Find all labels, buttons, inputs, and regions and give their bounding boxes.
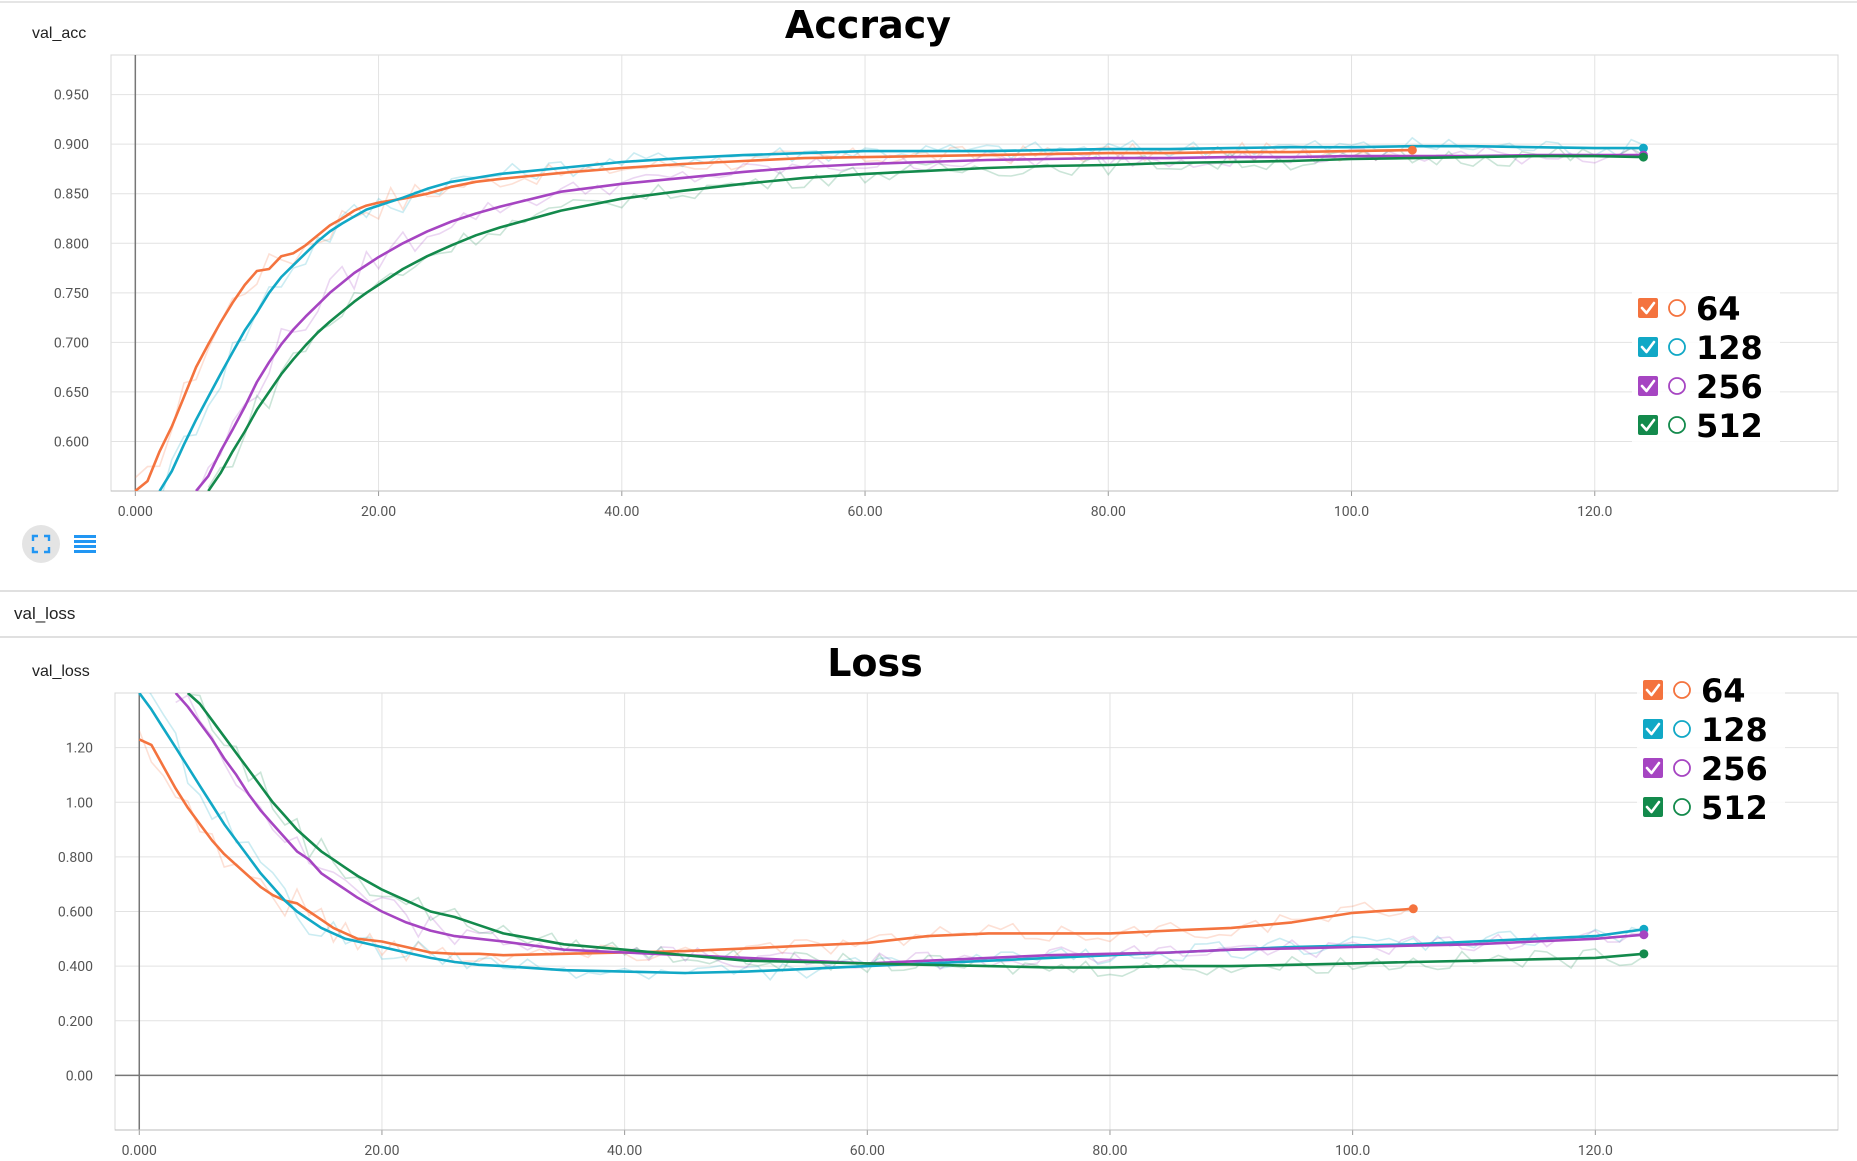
chart-title: Accracy [785,3,951,47]
raw-trace-128 [162,136,1644,491]
x-tick-label: 0.000 [118,504,153,520]
y-tick-label: 0.200 [58,1014,93,1030]
x-tick-label: 120.0 [1578,1143,1613,1159]
x-tick-label: 120.0 [1577,504,1612,520]
x-tick-label: 60.00 [850,1143,885,1159]
lines-menu-icon [74,535,96,553]
series-line-256[interactable] [174,693,1645,965]
x-tick-label: 100.0 [1335,1143,1370,1159]
chart-ylabel: val_acc [32,25,86,42]
raw-trace-512 [187,693,1645,978]
x-tick-label: 40.00 [604,504,639,520]
x-tick-label: 20.00 [364,1143,399,1159]
plot-area [134,136,1644,491]
checkbox-checked-icon[interactable] [1638,337,1658,357]
radio-circle-icon[interactable] [1668,416,1686,434]
radio-circle-icon[interactable] [1673,759,1691,777]
raw-trace-512 [207,146,1644,489]
y-tick-label: 0.00 [66,1068,93,1084]
checkbox-checked-icon[interactable] [1643,797,1663,817]
checkbox-checked-icon[interactable] [1638,415,1658,435]
legend-item-256[interactable]: 256 [1638,368,1763,406]
series-line-512[interactable] [186,693,1645,969]
y-tick-label: 0.400 [58,959,93,975]
y-tick-label: 0.600 [58,905,93,921]
legend-label: 64 [1696,290,1741,328]
y-tick-label: 0.950 [54,88,89,104]
checkbox-checked-icon[interactable] [1638,376,1658,396]
series-line-512[interactable] [207,154,1644,491]
chart-title: Loss [827,641,923,685]
radio-circle-icon[interactable] [1668,338,1686,356]
radio-circle-icon[interactable] [1673,798,1691,816]
lines-menu-button[interactable] [74,535,96,553]
radio-circle-icon[interactable] [1673,681,1691,699]
raw-trace-256 [175,694,1644,971]
checkbox-checked-icon[interactable] [1643,758,1663,778]
fit-to-screen-button[interactable] [22,525,60,563]
radio-circle-icon[interactable] [1668,299,1686,317]
series-end-marker-512[interactable] [1638,152,1648,162]
series-end-marker-128[interactable] [1638,143,1648,153]
y-tick-label: 0.850 [54,187,89,203]
legend-label: 256 [1701,750,1768,788]
series-line-64[interactable] [134,148,1413,491]
legend-label: 64 [1701,672,1746,710]
x-tick-label: 60.00 [847,504,882,520]
raw-trace-256 [197,146,1644,491]
x-tick-label: 20.00 [361,504,396,520]
series-line-64[interactable] [138,738,1414,957]
y-tick-label: 1.00 [66,795,93,811]
y-tick-label: 0.900 [54,137,89,153]
legend-item-64[interactable]: 64 [1638,290,1741,328]
series-line-256[interactable] [195,153,1644,491]
chart-ylabel: val_loss [32,663,90,680]
y-tick-label: 0.650 [54,385,89,401]
y-tick-label: 0.600 [54,434,89,450]
series-end-marker-64[interactable] [1407,145,1417,155]
y-tick-label: 1.20 [66,741,93,757]
series-line-128[interactable] [158,144,1644,491]
checkbox-checked-icon[interactable] [1643,680,1663,700]
raw-trace-64 [134,141,1413,479]
series-end-marker-64[interactable] [1408,904,1418,914]
radio-circle-icon[interactable] [1673,720,1691,738]
legend-label: 512 [1696,407,1763,445]
y-tick-label: 0.800 [58,850,93,866]
plot-area [138,693,1645,982]
x-tick-label: 80.00 [1091,504,1126,520]
x-tick-label: 100.0 [1334,504,1369,520]
x-tick-label: 40.00 [607,1143,642,1159]
legend-item-128[interactable]: 128 [1643,711,1768,749]
legend-label: 512 [1701,789,1768,827]
series-end-marker-256[interactable] [1639,930,1649,940]
legend-label: 256 [1696,368,1763,406]
legend-item-128[interactable]: 128 [1638,329,1763,367]
legend-item-512[interactable]: 512 [1643,789,1768,827]
series-end-marker-512[interactable] [1639,949,1649,959]
legend-item-64[interactable]: 64 [1643,672,1746,710]
fit-to-screen-icon [31,534,51,554]
y-tick-label: 0.700 [54,335,89,351]
legend-label: 128 [1701,711,1768,749]
x-tick-label: 80.00 [1092,1143,1127,1159]
y-tick-label: 0.800 [54,236,89,252]
checkbox-checked-icon[interactable] [1638,298,1658,318]
radio-circle-icon[interactable] [1668,377,1686,395]
legend-label: 128 [1696,329,1763,367]
x-tick-label: 0.000 [122,1143,157,1159]
y-tick-label: 0.750 [54,286,89,302]
legend-item-512[interactable]: 512 [1638,407,1763,445]
legend-item-256[interactable]: 256 [1643,750,1768,788]
plot-frame [110,54,1839,492]
series-line-128[interactable] [138,693,1645,975]
loss-chart: 0.00 0.200 0.400 0.600 0.800 1.00 1.20 0.000 20.… [32,641,1839,1159]
section-header-val-loss[interactable]: val_loss [14,604,75,623]
checkbox-checked-icon[interactable] [1643,719,1663,739]
accuracy-chart: 0.600 0.650 0.700 0.750 0.800 0.850 0.900 0.950… [32,3,1839,520]
raw-trace-128 [149,693,1645,982]
